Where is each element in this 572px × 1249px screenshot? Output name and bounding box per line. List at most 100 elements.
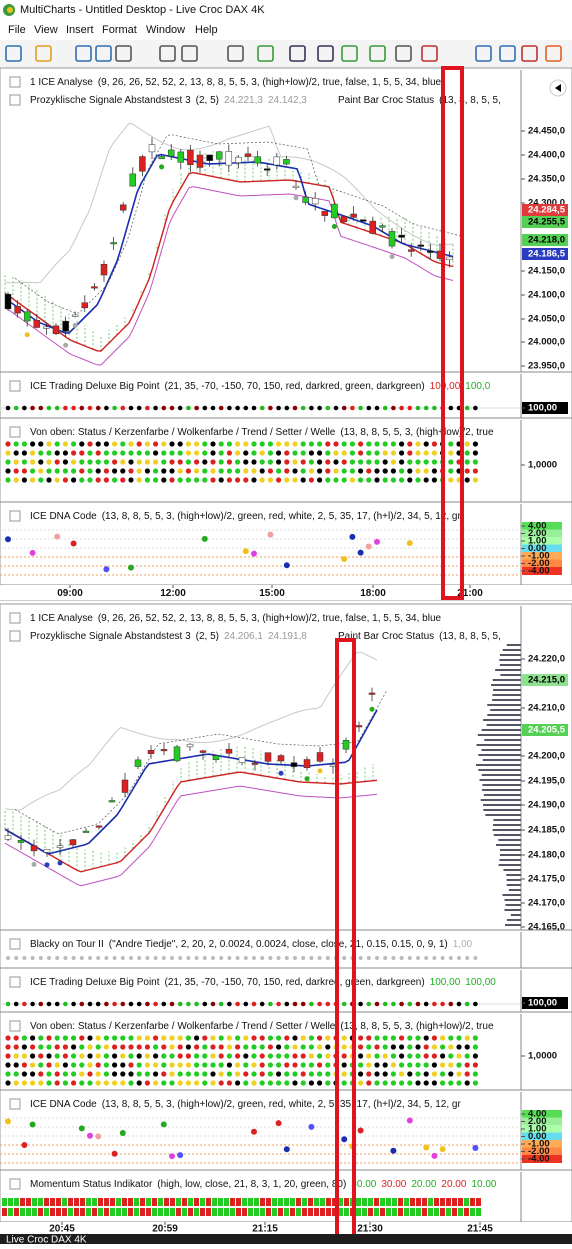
momentum-block (74, 1208, 79, 1216)
toolbar-button[interactable] (369, 45, 386, 62)
menu-item[interactable]: Insert (66, 24, 94, 36)
status-dot (349, 441, 355, 447)
toolbar-button[interactable] (499, 45, 516, 62)
momentum-block (170, 1208, 175, 1216)
close-box[interactable] (9, 94, 21, 106)
momentum-block (212, 1208, 217, 1216)
close-box[interactable] (9, 380, 21, 392)
menu-item[interactable]: View (34, 24, 58, 36)
status-dot (202, 1035, 208, 1041)
close-box[interactable] (9, 938, 21, 950)
status-dot (136, 459, 142, 465)
status-dot (358, 1001, 363, 1007)
candle-body (71, 314, 79, 317)
toolbar-button[interactable] (159, 45, 176, 62)
status-dot (267, 1062, 273, 1068)
price-marker-label: 24.215,0 (528, 675, 565, 686)
status-dot (423, 468, 429, 474)
momentum-block (164, 1208, 169, 1216)
signal-dot (304, 776, 310, 782)
close-box[interactable] (9, 1178, 21, 1190)
close-box[interactable] (9, 426, 21, 438)
menu-item[interactable]: File (8, 24, 26, 36)
status-dot (390, 1053, 396, 1059)
price-axis: 100,00 (521, 997, 568, 1009)
toolbar-button[interactable] (317, 45, 334, 62)
status-dot (382, 1062, 388, 1068)
status-dot (144, 1053, 150, 1059)
momentum-block (380, 1198, 385, 1206)
candle-body (81, 302, 89, 309)
toolbar-button[interactable] (475, 45, 492, 62)
momentum-block (110, 1198, 115, 1206)
close-box[interactable] (9, 612, 21, 624)
toolbar-button[interactable] (257, 45, 274, 62)
close-box[interactable] (9, 76, 21, 88)
close-box[interactable] (9, 1020, 21, 1032)
chart-window: 1 ICE Analyse (9, 26, 26, 52, 52, 2, 13, … (0, 66, 572, 601)
candle-body (225, 748, 233, 754)
status-dot (448, 450, 454, 456)
status-dot (169, 405, 175, 411)
menu-item[interactable]: Window (146, 24, 185, 36)
price-marker-label: 24.186,5 (528, 249, 566, 260)
status-dot (29, 459, 36, 465)
status-dot (423, 477, 429, 483)
menu-item[interactable]: Help (195, 24, 218, 36)
status-dot (202, 1053, 208, 1059)
close-box[interactable] (9, 976, 21, 988)
status-dot (202, 956, 207, 960)
status-dot (144, 450, 150, 456)
status-dot (226, 1044, 232, 1050)
momentum-block (284, 1208, 289, 1216)
toolbar-button[interactable] (521, 45, 538, 62)
status-dot (390, 1062, 396, 1068)
toolbar-button[interactable] (75, 45, 92, 62)
status-dot (472, 1080, 478, 1086)
candle-body (23, 311, 31, 322)
status-dot (71, 1080, 77, 1086)
toolbar-button[interactable] (227, 45, 244, 62)
toolbar-button[interactable] (341, 45, 358, 62)
dna-dot (128, 564, 134, 571)
status-dot (62, 1062, 68, 1068)
toolbar-button[interactable] (395, 45, 412, 62)
toolbar-button[interactable] (35, 45, 52, 62)
momentum-block (458, 1208, 463, 1216)
status-dot (431, 1044, 437, 1050)
close-box[interactable] (9, 1098, 21, 1110)
status-dot (128, 1071, 134, 1077)
momentum-block (14, 1208, 19, 1216)
status-dot (276, 1035, 282, 1041)
status-dot (317, 405, 322, 411)
status-dot (153, 1001, 158, 1007)
close-box[interactable] (9, 510, 21, 522)
toolbar-button[interactable] (181, 45, 198, 62)
scroll-arrow[interactable] (555, 84, 561, 92)
status-dot (226, 1062, 232, 1068)
momentum-block (338, 1208, 343, 1216)
status-dot (358, 1035, 364, 1041)
status-dot (210, 1053, 216, 1059)
momentum-block (308, 1208, 313, 1216)
status-dot (366, 1035, 372, 1041)
status-dot (382, 1053, 388, 1059)
momentum-block (416, 1208, 421, 1216)
toolbar-button[interactable] (421, 45, 438, 62)
close-box[interactable] (9, 630, 21, 642)
toolbar-button[interactable] (5, 45, 22, 62)
status-dot (399, 1080, 405, 1086)
status-dot (448, 1001, 454, 1007)
toolbar-button[interactable] (95, 45, 112, 62)
status-dot (71, 1071, 77, 1077)
toolbar-button[interactable] (289, 45, 306, 62)
axis-label: 100,00 (528, 403, 557, 414)
toolbar-button[interactable] (115, 45, 132, 62)
toolbar-button[interactable] (545, 45, 562, 62)
menu-item[interactable]: Format (102, 24, 137, 36)
status-dot (391, 405, 396, 411)
status-dot (144, 1080, 150, 1086)
momentum-block (200, 1208, 205, 1216)
header-segment: 24.142,3 (268, 95, 307, 106)
status-dot (153, 1071, 159, 1077)
